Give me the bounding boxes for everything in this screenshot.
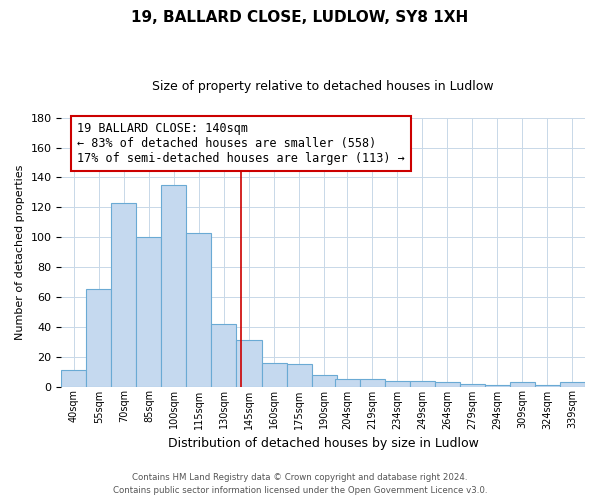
- Bar: [211, 324, 236, 386]
- Bar: [535, 385, 560, 386]
- Bar: [311, 374, 337, 386]
- Bar: [560, 382, 585, 386]
- Bar: [236, 340, 262, 386]
- Bar: [136, 237, 161, 386]
- Bar: [435, 382, 460, 386]
- Bar: [187, 232, 211, 386]
- Bar: [161, 185, 187, 386]
- Bar: [360, 379, 385, 386]
- Title: Size of property relative to detached houses in Ludlow: Size of property relative to detached ho…: [152, 80, 494, 93]
- Bar: [460, 384, 485, 386]
- Bar: [262, 362, 287, 386]
- Text: 19 BALLARD CLOSE: 140sqm
← 83% of detached houses are smaller (558)
17% of semi-: 19 BALLARD CLOSE: 140sqm ← 83% of detach…: [77, 122, 405, 165]
- Bar: [510, 382, 535, 386]
- Bar: [86, 290, 112, 386]
- Y-axis label: Number of detached properties: Number of detached properties: [15, 164, 25, 340]
- Text: 19, BALLARD CLOSE, LUDLOW, SY8 1XH: 19, BALLARD CLOSE, LUDLOW, SY8 1XH: [131, 10, 469, 25]
- Bar: [410, 380, 435, 386]
- Bar: [61, 370, 86, 386]
- Bar: [485, 385, 510, 386]
- X-axis label: Distribution of detached houses by size in Ludlow: Distribution of detached houses by size …: [168, 437, 479, 450]
- Text: Contains HM Land Registry data © Crown copyright and database right 2024.
Contai: Contains HM Land Registry data © Crown c…: [113, 473, 487, 495]
- Bar: [287, 364, 311, 386]
- Bar: [112, 203, 136, 386]
- Bar: [385, 380, 410, 386]
- Bar: [335, 379, 360, 386]
